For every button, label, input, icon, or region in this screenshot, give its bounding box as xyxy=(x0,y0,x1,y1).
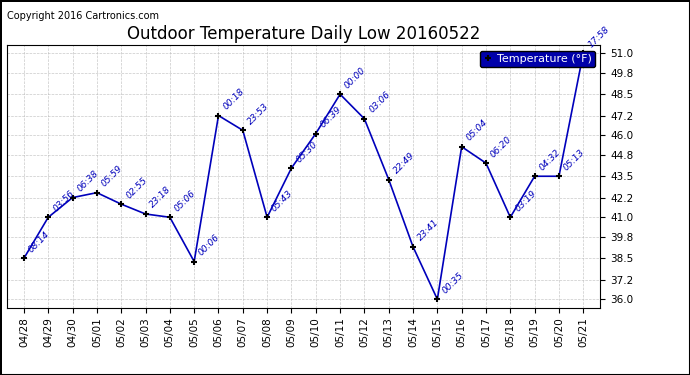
Text: 23:53: 23:53 xyxy=(246,102,270,126)
Text: 03:06: 03:06 xyxy=(367,90,392,115)
Text: 06:20: 06:20 xyxy=(489,134,513,159)
Text: 00:00: 00:00 xyxy=(343,65,368,90)
Text: 04:32: 04:32 xyxy=(538,147,562,172)
Text: 23:18: 23:18 xyxy=(148,185,173,210)
Text: 03:19: 03:19 xyxy=(513,188,538,213)
Text: 05:59: 05:59 xyxy=(100,164,125,189)
Legend: Temperature (°F): Temperature (°F) xyxy=(480,51,595,67)
Text: 05:04: 05:04 xyxy=(464,118,489,142)
Text: 03:56: 03:56 xyxy=(51,188,76,213)
Text: 05:43: 05:43 xyxy=(270,188,295,213)
Text: 17:58: 17:58 xyxy=(586,24,611,49)
Text: 05:06: 05:06 xyxy=(172,188,197,213)
Text: 05:30: 05:30 xyxy=(295,139,319,164)
Text: 08:14: 08:14 xyxy=(27,230,52,254)
Text: 23:41: 23:41 xyxy=(416,218,441,243)
Text: 22:49: 22:49 xyxy=(392,151,416,176)
Title: Outdoor Temperature Daily Low 20160522: Outdoor Temperature Daily Low 20160522 xyxy=(127,26,480,44)
Text: 05:13: 05:13 xyxy=(562,147,586,172)
Text: 00:35: 00:35 xyxy=(440,270,465,295)
Text: 06:39: 06:39 xyxy=(319,105,344,129)
Text: 00:18: 00:18 xyxy=(221,87,246,111)
Text: Copyright 2016 Cartronics.com: Copyright 2016 Cartronics.com xyxy=(7,11,159,21)
Text: 00:06: 00:06 xyxy=(197,233,221,258)
Text: 06:38: 06:38 xyxy=(75,169,100,194)
Text: 02:55: 02:55 xyxy=(124,175,149,200)
